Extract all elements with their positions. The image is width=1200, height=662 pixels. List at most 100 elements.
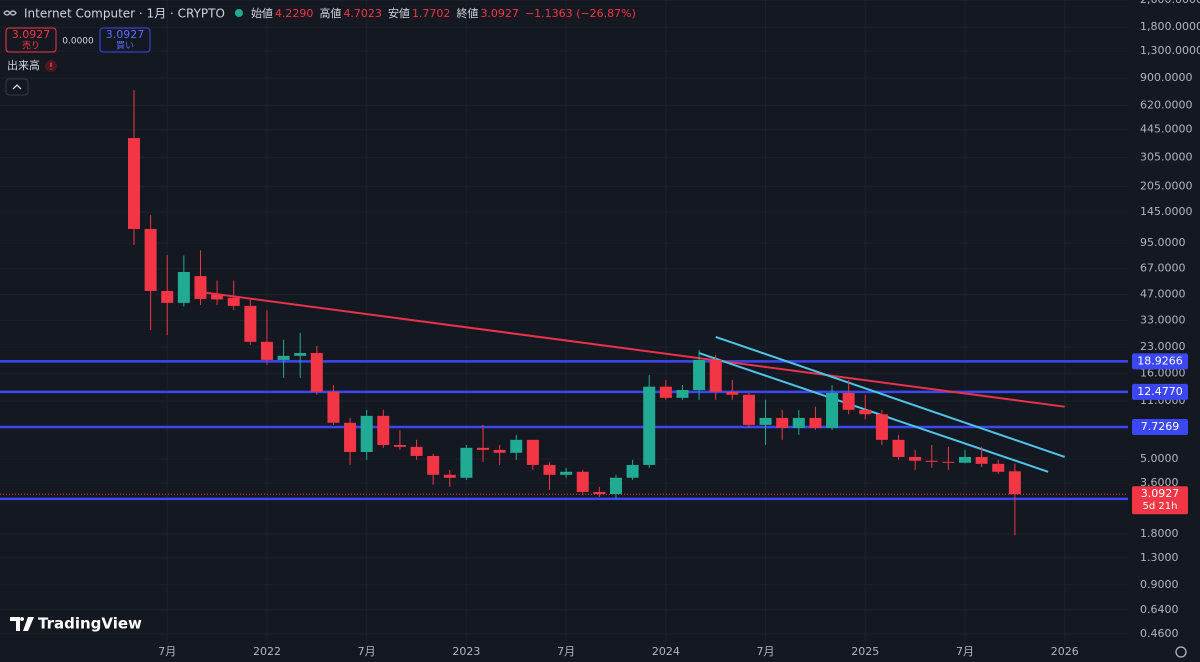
y-tick-label: 2,600.0000	[1140, 0, 1200, 6]
ohlc-value: 4.2290	[275, 7, 314, 20]
candle-body	[742, 394, 755, 425]
candle-body	[925, 460, 938, 462]
candle-body	[693, 359, 706, 391]
sell-button[interactable]	[5, 27, 57, 53]
chart-title[interactable]: Internet Computer · 1月 · CRYPTO	[24, 7, 225, 21]
x-tick-label: 2024	[652, 645, 680, 658]
ohlc-label: 終値	[456, 7, 478, 20]
candles	[128, 90, 1021, 536]
candle-body	[360, 415, 373, 452]
y-tick-label: 0.6400	[1140, 603, 1179, 616]
candle-body	[144, 228, 157, 291]
y-tick-label: 1.3000	[1140, 551, 1179, 564]
y-tick-label: 620.0000	[1140, 98, 1193, 111]
candle-body	[377, 415, 390, 446]
ohlc-label: 始値	[251, 6, 273, 20]
level-tag	[1132, 353, 1188, 370]
candle-body	[643, 386, 656, 465]
candle-body	[792, 417, 805, 428]
y-tick-label: 305.0000	[1140, 150, 1193, 163]
candle-body	[842, 392, 855, 410]
candle-body	[310, 353, 323, 392]
candle-body	[327, 391, 340, 423]
collapse-button[interactable]	[5, 78, 29, 96]
candle-body	[909, 456, 922, 461]
candle-body	[726, 391, 739, 395]
candle-body	[260, 341, 273, 360]
y-tick-label: 1,800.0000	[1140, 20, 1200, 33]
trendline	[200, 291, 1065, 408]
y-tick-label: 23.0000	[1140, 340, 1186, 353]
y-tick-label: 1.8000	[1140, 527, 1179, 540]
sell-label: 売り	[22, 40, 40, 52]
candle-body	[128, 138, 140, 229]
last-price-tag	[1132, 486, 1188, 515]
spread: 0.0000	[62, 37, 94, 47]
candle-body	[427, 455, 440, 475]
x-tick-label: 2023	[452, 645, 480, 658]
level-tag-label: 7.7269	[1141, 420, 1180, 433]
logo-text[interactable]: TradingView	[38, 615, 142, 633]
candle-body	[510, 439, 523, 453]
logo-icon	[10, 617, 34, 631]
y-tick-label: 0.9000	[1140, 578, 1179, 591]
candle-body	[177, 271, 190, 303]
sell-price: 3.0927	[12, 28, 51, 41]
overlay	[0, 291, 1128, 501]
volume-label[interactable]: 出来高	[7, 58, 40, 72]
candle-body	[959, 456, 971, 463]
candle-body	[560, 471, 573, 475]
settings-icon[interactable]	[1175, 646, 1187, 658]
trendline	[715, 335, 1066, 458]
candle-body	[626, 464, 639, 478]
candle-body	[975, 456, 988, 464]
candle-body	[460, 447, 473, 478]
candle-body	[809, 417, 822, 428]
ohlc-value: 3.0927	[480, 7, 519, 20]
x-tick-label: 2025	[851, 645, 879, 658]
level-tag	[1132, 383, 1188, 400]
candle-body	[493, 449, 506, 453]
candle-body	[576, 471, 589, 492]
x-tick-label: 7月	[557, 645, 575, 658]
candle-body	[161, 290, 174, 303]
collapse-icon	[12, 84, 22, 90]
candle-body	[543, 464, 556, 475]
candle-body	[776, 417, 789, 428]
candle-body	[1008, 471, 1021, 495]
candle-body	[211, 294, 224, 300]
last-price-label: 3.0927	[1141, 487, 1180, 500]
candle-body	[227, 297, 240, 306]
candle-body	[859, 409, 872, 415]
y-tick-label: 1,300.0000	[1140, 44, 1200, 57]
status-dot	[234, 9, 243, 17]
x-tick-label: 2026	[1051, 645, 1079, 658]
candle-body	[277, 355, 290, 360]
buy-button[interactable]	[99, 27, 151, 53]
candle-body	[826, 392, 839, 428]
y-tick-label: 95.0000	[1140, 236, 1186, 249]
candle-body	[676, 390, 689, 398]
ohlc-value: 1.7702	[412, 7, 451, 20]
candle-body	[194, 276, 207, 299]
candle-body	[443, 474, 456, 478]
x-tick-label: 7月	[358, 645, 376, 658]
candle-body	[759, 417, 772, 425]
symbol-icon[interactable]	[3, 10, 17, 16]
level-tag	[1132, 419, 1188, 436]
trendline	[698, 352, 1049, 473]
x-tick-label: 7月	[956, 645, 974, 658]
y-tick-label: 5.0000	[1140, 452, 1179, 465]
candle-body	[526, 439, 539, 465]
countdown: 5d 21h	[1143, 501, 1178, 512]
change: −1.1363 (−26.87%)	[525, 7, 636, 20]
y-tick-label: 445.0000	[1140, 123, 1193, 136]
candle-body	[294, 353, 307, 356]
ohlc-value: 4.7023	[343, 7, 382, 20]
candle-body	[410, 446, 423, 456]
axis: 2,600.0000 1,800.0000 1,300.0000 900.0000 62…	[158, 0, 1200, 658]
buy-price: 3.0927	[106, 28, 145, 41]
